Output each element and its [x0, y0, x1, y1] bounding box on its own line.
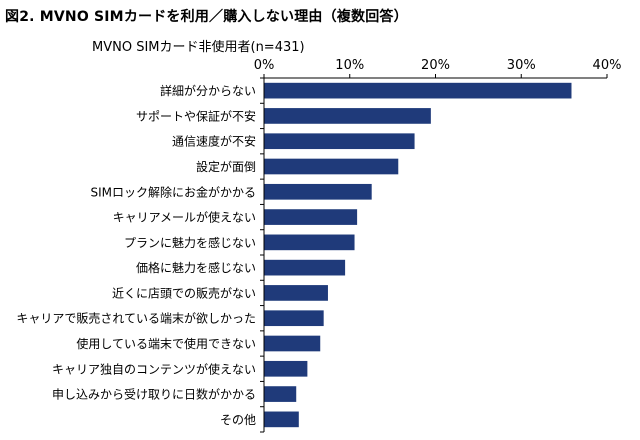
category-label: 使用している端末で使用できない	[76, 336, 256, 351]
bar	[264, 133, 415, 150]
x-tick-label: 40%	[593, 58, 622, 73]
bar	[264, 183, 372, 200]
bar	[264, 360, 308, 377]
category-label: 近くに店頭での販売がない	[112, 285, 256, 300]
figure-title: 図2. MVNO SIMカードを利用／購入しない理由（複数回答）	[5, 9, 408, 25]
category-label: 設定が面倒	[196, 159, 256, 174]
category-label: その他	[220, 413, 256, 427]
bar	[264, 82, 572, 99]
x-tick-label: 10%	[335, 58, 364, 73]
category-label: 価格に魅力を感じない	[136, 260, 256, 275]
bar	[264, 259, 346, 276]
category-label: SIMロック解除にお金がかかる	[90, 184, 256, 199]
bar	[264, 285, 328, 301]
category-label: サポートや保証が不安	[136, 108, 256, 123]
category-label: 申し込みから受け取りに日数がかかる	[52, 387, 256, 402]
category-label: キャリアで販売されている端末が欲しかった	[16, 311, 256, 326]
category-label: キャリア独自のコンテンツが使えない	[52, 361, 256, 376]
x-tick-label: 20%	[421, 58, 450, 73]
bar	[264, 234, 355, 251]
x-tick-label: 0%	[254, 58, 275, 73]
chart-subtitle: MVNO SIMカード非使用者(n=431)	[92, 40, 305, 55]
bar	[264, 335, 321, 352]
bar	[264, 158, 399, 175]
bar	[264, 209, 358, 225]
category-label: 通信速度が不安	[172, 134, 256, 149]
bar	[264, 411, 299, 428]
bar	[264, 386, 297, 402]
category-label: プランに魅力を感じない	[124, 235, 256, 250]
bar	[264, 310, 324, 327]
x-tick-label: 30%	[507, 58, 536, 73]
bar	[264, 108, 431, 124]
category-label: キャリアメールが使えない	[113, 210, 256, 225]
category-label: 詳細が分からない	[160, 83, 256, 98]
